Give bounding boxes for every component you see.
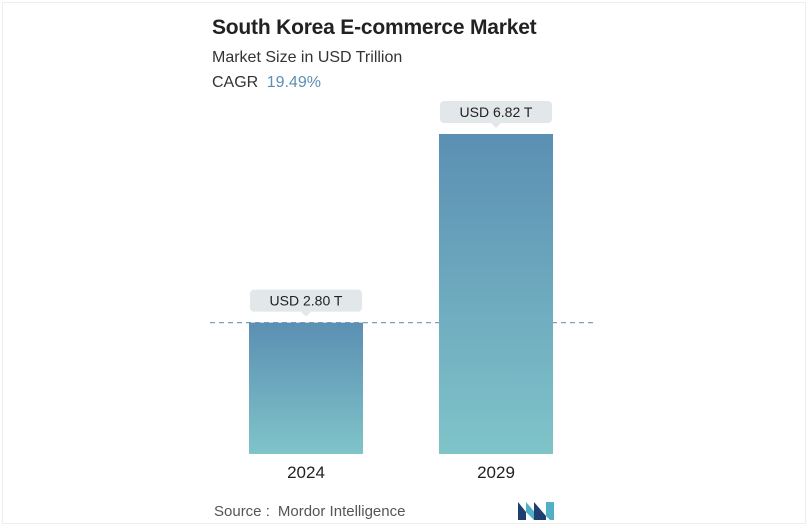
bar-2024 [249, 322, 363, 454]
data-label-bg-2024 [250, 289, 362, 312]
x-tick-label-2029: 2029 [477, 463, 515, 482]
source-line: Source : Mordor Intelligence [214, 503, 405, 520]
cagr-value: 19.49% [266, 74, 321, 91]
data-label-2024: USD 2.80 T [270, 293, 343, 309]
chart-subtitle: Market Size in USD Trillion [212, 49, 403, 66]
cagr-line: CAGR 19.49% [212, 74, 321, 92]
x-tick-label-2024: 2024 [287, 463, 325, 482]
data-label-pointer-2024 [301, 311, 311, 317]
source-value: Mordor Intelligence [277, 503, 406, 520]
cagr-label: CAGR [212, 74, 259, 91]
chart-title: South Korea E-commerce Market [212, 16, 537, 39]
bar-2029 [439, 134, 553, 454]
source-label: Source : [214, 503, 270, 520]
data-label-pointer-2029 [491, 123, 501, 128]
data-label-2029: USD 6.82 T [460, 104, 533, 120]
data-label-bg-2029 [440, 101, 552, 123]
mordor-intelligence-logo-icon [518, 502, 554, 520]
